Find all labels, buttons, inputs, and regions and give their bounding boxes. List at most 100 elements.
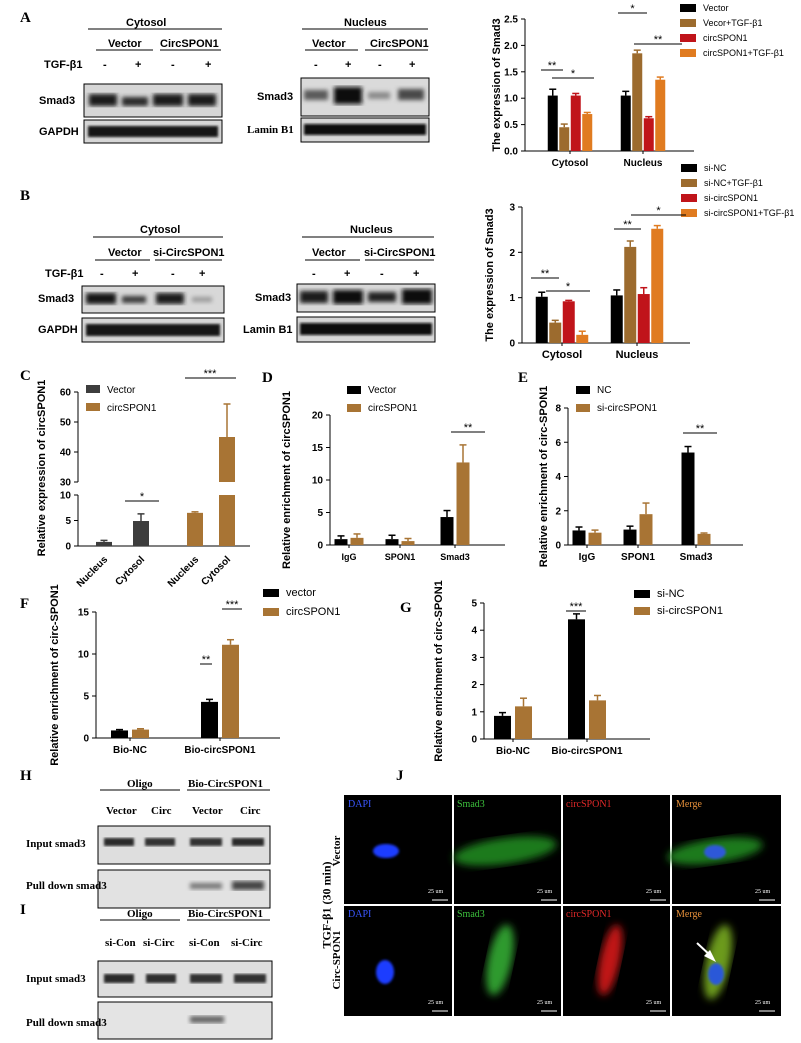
panel-label-d: D bbox=[262, 370, 273, 386]
F-bar bbox=[201, 701, 218, 738]
blot-a-nucleus bbox=[300, 28, 430, 143]
microscopy-grid bbox=[344, 795, 781, 1016]
A-bar bbox=[559, 127, 570, 151]
B-x-tick-label: Nucleus bbox=[616, 349, 659, 361]
B-legend-entry: si-circSPON1+TGF-β1 bbox=[704, 208, 794, 218]
A-significance-marker: * bbox=[630, 3, 635, 15]
microscopy-row-2-label: Circ-SPON1 bbox=[331, 930, 343, 990]
B-significance-marker: ** bbox=[541, 268, 550, 280]
F-y-axis-label: Relative enrichment of circ-SPON1 bbox=[49, 584, 61, 766]
blot-h-group-1: Oligo bbox=[127, 778, 153, 790]
A-legend-entry: Vector bbox=[703, 3, 729, 13]
C-bar bbox=[219, 495, 235, 546]
A-bar bbox=[570, 95, 581, 151]
G-y-tick-label: 1 bbox=[471, 707, 477, 718]
B-significance-marker: ** bbox=[623, 219, 632, 231]
blot-h-lane-3: Vector bbox=[192, 805, 223, 817]
scale-bar-label: 25 um bbox=[537, 1000, 553, 1006]
G-legend-swatch bbox=[634, 590, 650, 598]
blot-a-n-t4: + bbox=[409, 59, 416, 71]
G-bar bbox=[494, 715, 511, 739]
C-significance-marker: * bbox=[140, 491, 145, 503]
blot-a-t2: + bbox=[135, 59, 142, 71]
blot-b-n-row-smad3: Smad3 bbox=[255, 292, 292, 304]
E-y-tick-label: 6 bbox=[555, 438, 561, 449]
blot-i-group-1: Oligo bbox=[127, 908, 153, 920]
B-bar bbox=[637, 294, 650, 343]
D-y-tick-label: 10 bbox=[312, 476, 324, 487]
A-y-tick-label: 1.5 bbox=[504, 67, 518, 78]
scale-bar-label: 25 um bbox=[755, 1000, 771, 1006]
D-y-axis-label: Relative enrichment of circSPON1 bbox=[281, 391, 293, 569]
blot-a-t4: + bbox=[205, 59, 212, 71]
C-x-tick-label: Nucleus bbox=[166, 554, 202, 590]
B-legend-entry: si-circSPON1 bbox=[704, 193, 758, 203]
blot-a-n-t2: + bbox=[345, 59, 352, 71]
blot-a-n-t1: - bbox=[314, 59, 318, 71]
F-bar bbox=[222, 644, 239, 738]
B-legend-entry: si-NC+TGF-β1 bbox=[704, 178, 763, 188]
G-y-axis-label: Relative enrichment of circ-SPON1 bbox=[433, 580, 445, 762]
F-legend-swatch bbox=[263, 589, 279, 597]
A-bar bbox=[655, 79, 666, 151]
blot-b-t4: + bbox=[199, 268, 206, 280]
channel-label-circspon1-2: circSPON1 bbox=[566, 909, 612, 920]
E-y-tick-label: 4 bbox=[555, 472, 561, 483]
C-y-tick-label: 10 bbox=[60, 491, 72, 502]
B-y-axis-label: The expression of Smad3 bbox=[484, 208, 496, 341]
blot-i-lane-1: si-Con bbox=[105, 937, 136, 949]
blot-b-n-group-1: Vector bbox=[312, 247, 346, 259]
D-bar bbox=[334, 539, 348, 545]
B-bar bbox=[624, 246, 637, 343]
G-y-tick-label: 5 bbox=[471, 599, 477, 610]
channel-label-merge-2: Merge bbox=[676, 909, 702, 920]
A-bar bbox=[547, 95, 558, 151]
C-bar bbox=[187, 512, 203, 546]
G-x-tick-label: Bio-circSPON1 bbox=[551, 746, 623, 757]
D-bar bbox=[401, 541, 415, 545]
F-x-tick-label: Bio-NC bbox=[113, 745, 147, 756]
blot-i-row-pulldown: Pull down smad3 bbox=[26, 1017, 107, 1029]
G-y-tick-label: 4 bbox=[471, 626, 477, 637]
blot-h-lane-1: Vector bbox=[106, 805, 137, 817]
blot-i-row-input: Input smad3 bbox=[26, 973, 86, 985]
C-x-tick-label: Cytosol bbox=[113, 554, 147, 588]
panel-label-c: C bbox=[20, 368, 31, 384]
D-x-tick-label: Smad3 bbox=[440, 552, 470, 562]
F-bar bbox=[132, 729, 149, 738]
blot-a-n-row-smad3: Smad3 bbox=[257, 91, 294, 103]
D-x-tick-label: IgG bbox=[342, 552, 357, 562]
D-legend-swatch bbox=[347, 386, 361, 394]
blot-a-n-group-1: Vector bbox=[312, 38, 346, 50]
D-legend-entry: circSPON1 bbox=[368, 403, 418, 414]
B-x-tick-label: Cytosol bbox=[542, 349, 582, 361]
blot-b-n-group-2: si-CircSPON1 bbox=[364, 247, 436, 259]
A-y-tick-label: 1.0 bbox=[504, 94, 518, 105]
F-significance-marker: ** bbox=[202, 654, 211, 666]
C-legend-entry: circSPON1 bbox=[107, 403, 157, 414]
E-bar bbox=[623, 529, 637, 545]
G-x-tick-label: Bio-NC bbox=[496, 746, 530, 757]
G-significance-marker: *** bbox=[570, 601, 584, 613]
A-bar bbox=[632, 53, 643, 151]
A-legend-entry: Vecor+TGF-β1 bbox=[703, 18, 762, 28]
C-x-tick-label: Cytosol bbox=[199, 554, 233, 588]
blot-b-group-1: Vector bbox=[108, 247, 142, 259]
panel-label-b: B bbox=[20, 188, 31, 204]
F-significance-marker: *** bbox=[226, 599, 240, 611]
blot-b-t2: + bbox=[132, 268, 139, 280]
A-y-tick-label: 2.0 bbox=[504, 41, 518, 52]
panel-label-g: G bbox=[400, 600, 412, 616]
G-legend-entry: si-NC bbox=[657, 588, 685, 600]
blot-h-row-input: Input smad3 bbox=[26, 838, 86, 850]
blot-b-row-gapdh: GAPDH bbox=[38, 324, 78, 336]
B-y-tick-label: 2 bbox=[509, 248, 515, 259]
F-legend-entry: vector bbox=[286, 587, 316, 599]
D-y-tick-label: 20 bbox=[312, 411, 324, 422]
blot-a-treatment-label: TGF-β1 bbox=[44, 59, 83, 71]
D-legend-swatch bbox=[347, 404, 361, 412]
B-legend-swatch bbox=[681, 164, 697, 172]
B-legend-entry: si-NC bbox=[704, 163, 727, 173]
D-x-tick-label: SPON1 bbox=[385, 552, 416, 562]
B-significance-marker: * bbox=[566, 281, 571, 293]
